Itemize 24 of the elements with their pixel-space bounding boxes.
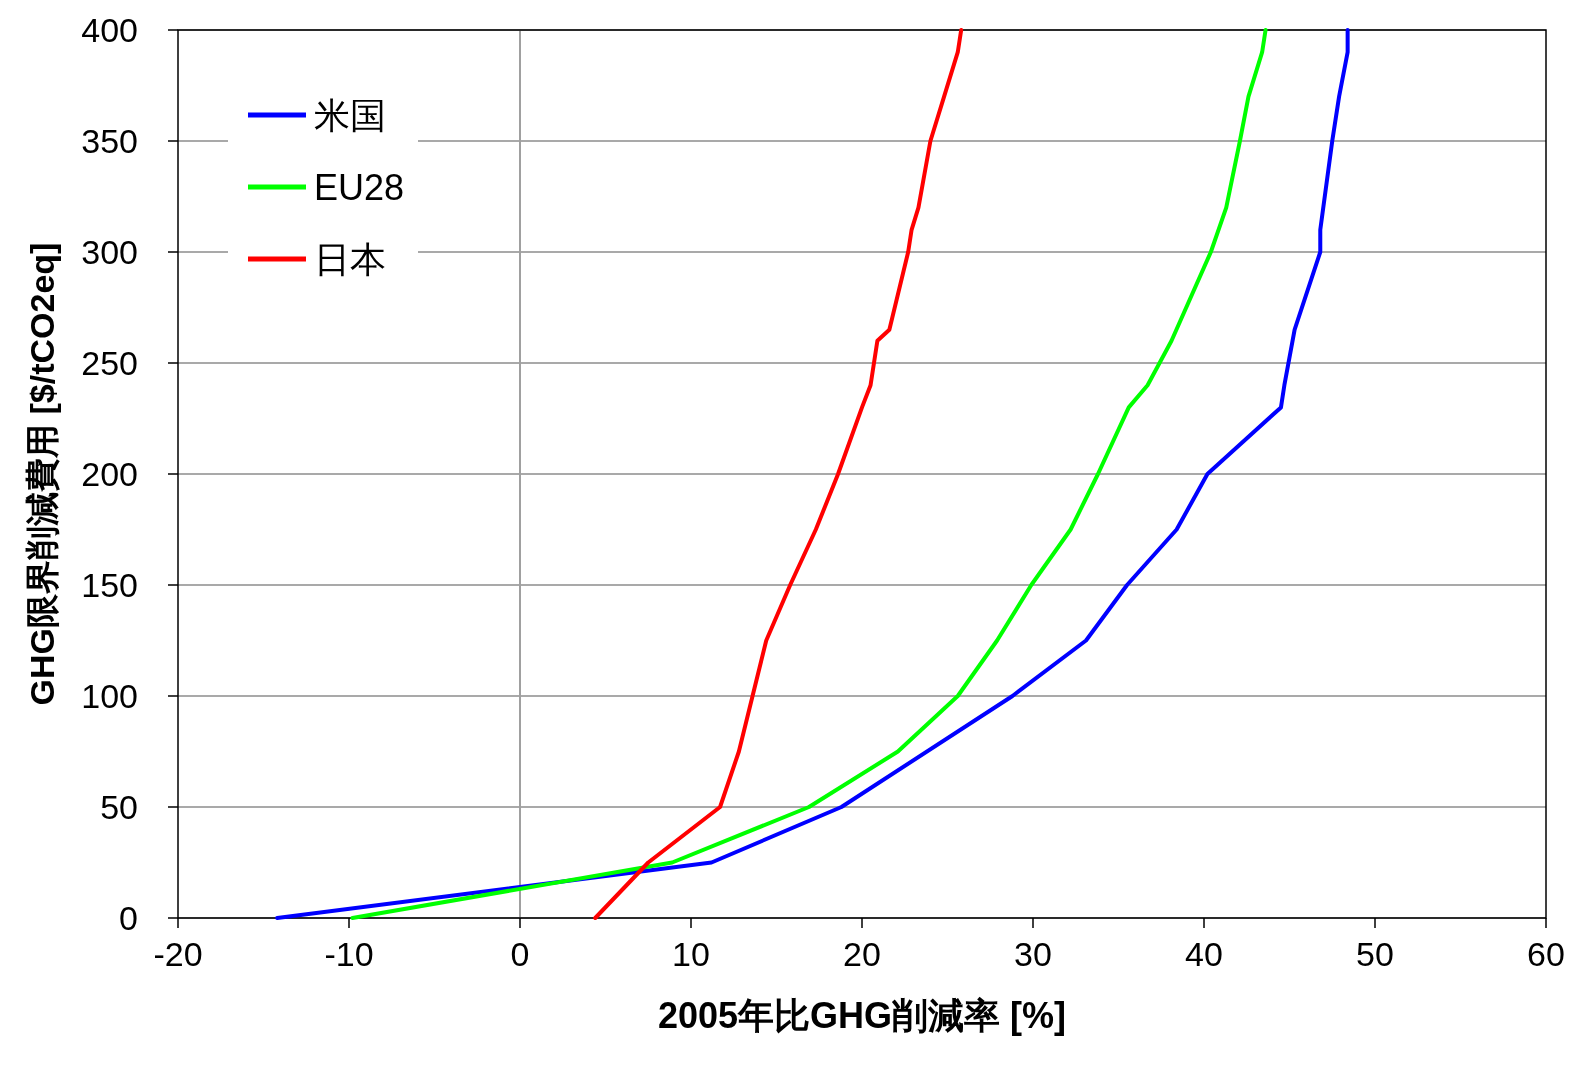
y-tick-label: 150	[81, 565, 138, 604]
y-tick-label: 100	[81, 676, 138, 715]
x-tick-label: 20	[843, 935, 881, 973]
x-tick-label: -10	[324, 935, 374, 973]
x-tick-label: 50	[1356, 935, 1394, 973]
x-tick-label: 40	[1185, 935, 1223, 973]
y-axis-title: GHG限界削減費用 [$/tCO2eq]	[23, 242, 61, 706]
y-tick-label: 300	[81, 232, 138, 271]
y-tick-label: 350	[81, 121, 138, 160]
y-tick-label: 0	[119, 898, 138, 937]
line-series	[593, 28, 964, 920]
x-tick-label: 30	[1014, 935, 1052, 973]
legend-label: EU28	[314, 166, 405, 208]
y-tick-label: 200	[81, 454, 138, 493]
y-tick-label: 250	[81, 343, 138, 382]
legend-label: 米国	[314, 94, 386, 136]
x-tick-label: -20	[153, 935, 203, 973]
y-tick-label: 400	[81, 10, 138, 49]
legend-label: 日本	[314, 238, 386, 280]
y-tick-label: 50	[100, 787, 138, 826]
x-axis-title: 2005年比GHG削減率 [%]	[657, 995, 1067, 1036]
x-tick-label: 60	[1527, 935, 1565, 973]
x-tick-label: 0	[510, 935, 530, 973]
x-tick-label: 10	[672, 935, 710, 973]
